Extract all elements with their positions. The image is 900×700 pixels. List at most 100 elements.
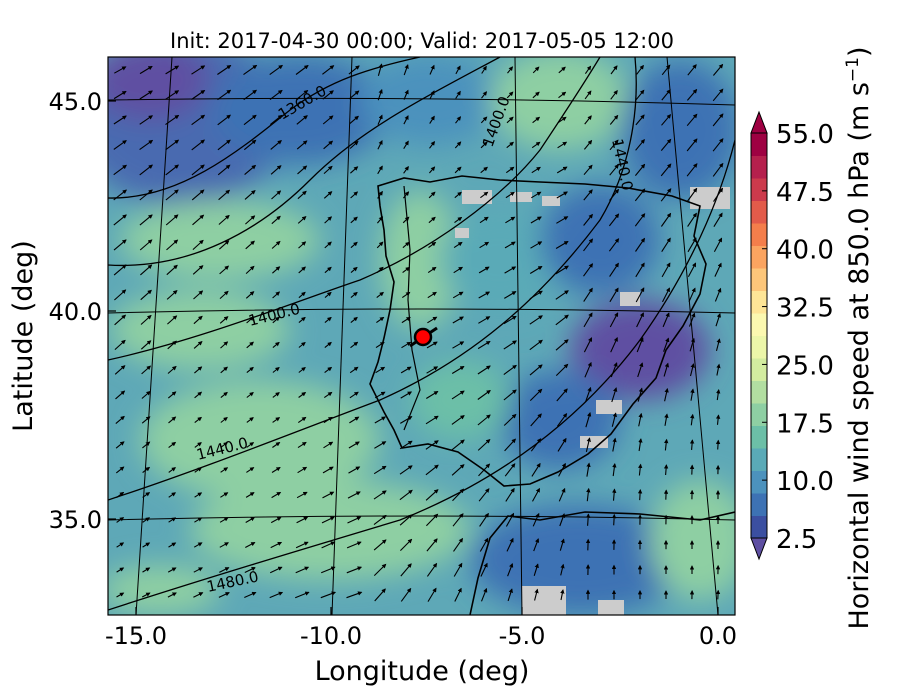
wind-vector bbox=[687, 64, 697, 76]
wind-vector bbox=[426, 366, 439, 374]
wind-vector bbox=[142, 542, 151, 548]
colorbar-segment bbox=[751, 223, 767, 246]
coastline bbox=[369, 175, 707, 487]
wind-vector bbox=[637, 362, 644, 378]
wind-vector bbox=[454, 166, 462, 174]
wind-vector bbox=[243, 64, 258, 76]
wind-vector bbox=[193, 592, 204, 598]
wind-vector bbox=[608, 213, 620, 227]
wind-vector bbox=[350, 291, 358, 299]
wind-vector bbox=[376, 316, 385, 324]
wind-vector bbox=[142, 517, 151, 523]
wind-vector bbox=[455, 65, 461, 75]
wind-vector bbox=[165, 189, 179, 201]
wind-vector bbox=[664, 413, 669, 426]
wind-vector bbox=[638, 463, 643, 476]
wind-vector bbox=[140, 264, 153, 276]
wind-vector bbox=[272, 291, 281, 299]
colorbar-segment bbox=[751, 470, 767, 494]
wind-vector bbox=[686, 138, 698, 152]
wind-vector bbox=[296, 516, 309, 524]
wind-vector bbox=[557, 437, 567, 452]
colorbar-label-unit-text: (m s bbox=[844, 82, 875, 141]
missing-data-patch bbox=[620, 292, 640, 306]
wind-vector bbox=[271, 215, 281, 225]
wind-vector bbox=[403, 64, 409, 76]
wind-vector bbox=[193, 542, 203, 548]
wind-vector bbox=[532, 487, 540, 502]
wind-vector bbox=[350, 316, 358, 324]
wind-vector bbox=[140, 314, 152, 325]
wind-vector bbox=[713, 187, 723, 202]
colorbar-segment bbox=[751, 313, 767, 336]
colorbar-ticks: 2.5 10.0 17.5 25.0 32.5 40.0 47.5 55.0 bbox=[762, 120, 834, 555]
colorbar-over-extension bbox=[750, 110, 768, 134]
wind-vector bbox=[560, 563, 565, 576]
wind-vector bbox=[139, 189, 153, 201]
wind-vector bbox=[141, 390, 151, 399]
wind-vector bbox=[243, 139, 257, 151]
map-plot-area: 1360.0 1400.0 1440.0 1400.0 1440.0 1480.… bbox=[108, 57, 735, 615]
wind-vector bbox=[635, 287, 645, 303]
wind-vector bbox=[115, 415, 125, 425]
wind-vector bbox=[426, 562, 438, 577]
wind-vector bbox=[480, 191, 489, 199]
wind-vector bbox=[140, 340, 152, 350]
colorbar-segment bbox=[751, 200, 767, 224]
wind-vector bbox=[427, 291, 437, 299]
wind-vector bbox=[165, 90, 180, 100]
wind-vector bbox=[324, 241, 332, 249]
y-tick-labels: 45.0 40.0 35.0 bbox=[49, 88, 102, 534]
wind-vector bbox=[477, 365, 491, 375]
wind-vector bbox=[191, 164, 205, 176]
field-region bbox=[540, 185, 660, 295]
wind-vector bbox=[637, 489, 643, 501]
wind-vector bbox=[115, 390, 126, 400]
wind-vector bbox=[583, 189, 593, 201]
wind-vector bbox=[244, 567, 256, 573]
x-tick-label: 0.0 bbox=[699, 622, 737, 650]
wind-vector bbox=[402, 216, 410, 224]
wind-vector bbox=[530, 241, 543, 249]
wind-vector bbox=[660, 163, 672, 177]
wind-vector bbox=[320, 566, 336, 574]
wind-vector bbox=[271, 491, 282, 499]
wind-vector bbox=[403, 89, 409, 100]
wind-vector bbox=[245, 240, 255, 250]
wind-vector bbox=[374, 391, 386, 399]
wind-vector bbox=[168, 492, 177, 498]
wind-vector bbox=[167, 365, 177, 374]
wind-vector bbox=[374, 416, 386, 424]
wind-vector bbox=[611, 513, 617, 526]
wind-vector bbox=[529, 315, 543, 325]
field-region bbox=[490, 57, 630, 150]
wind-vector bbox=[452, 341, 465, 349]
wind-vector bbox=[142, 466, 151, 474]
wind-vector bbox=[529, 364, 543, 376]
wind-vector bbox=[403, 115, 409, 125]
wind-vector bbox=[451, 390, 465, 400]
x-tick-label: -5.0 bbox=[499, 622, 546, 650]
wind-vector bbox=[584, 361, 592, 378]
wind-vector bbox=[635, 262, 645, 278]
colorbar-tick-label: 10.0 bbox=[776, 467, 834, 497]
wind-vector bbox=[634, 188, 646, 202]
field-region bbox=[440, 210, 560, 310]
wind-vector bbox=[323, 140, 334, 150]
wind-vector bbox=[297, 416, 307, 424]
wind-vector bbox=[350, 191, 359, 199]
wind-vector bbox=[402, 241, 410, 249]
wind-vector bbox=[271, 240, 281, 249]
wind-vector bbox=[529, 266, 543, 274]
wind-vector bbox=[323, 441, 334, 449]
wind-vector bbox=[584, 90, 592, 100]
wind-vector bbox=[114, 66, 127, 74]
wind-vector bbox=[661, 89, 671, 101]
wind-vector bbox=[584, 115, 592, 125]
x-tick-labels: -15.0 -10.0 -5.0 0.0 bbox=[105, 622, 737, 650]
wind-vector bbox=[296, 491, 308, 499]
wind-vector bbox=[479, 241, 490, 249]
field-region bbox=[380, 190, 460, 330]
wind-vector bbox=[194, 366, 203, 374]
wind-vector bbox=[400, 538, 413, 551]
